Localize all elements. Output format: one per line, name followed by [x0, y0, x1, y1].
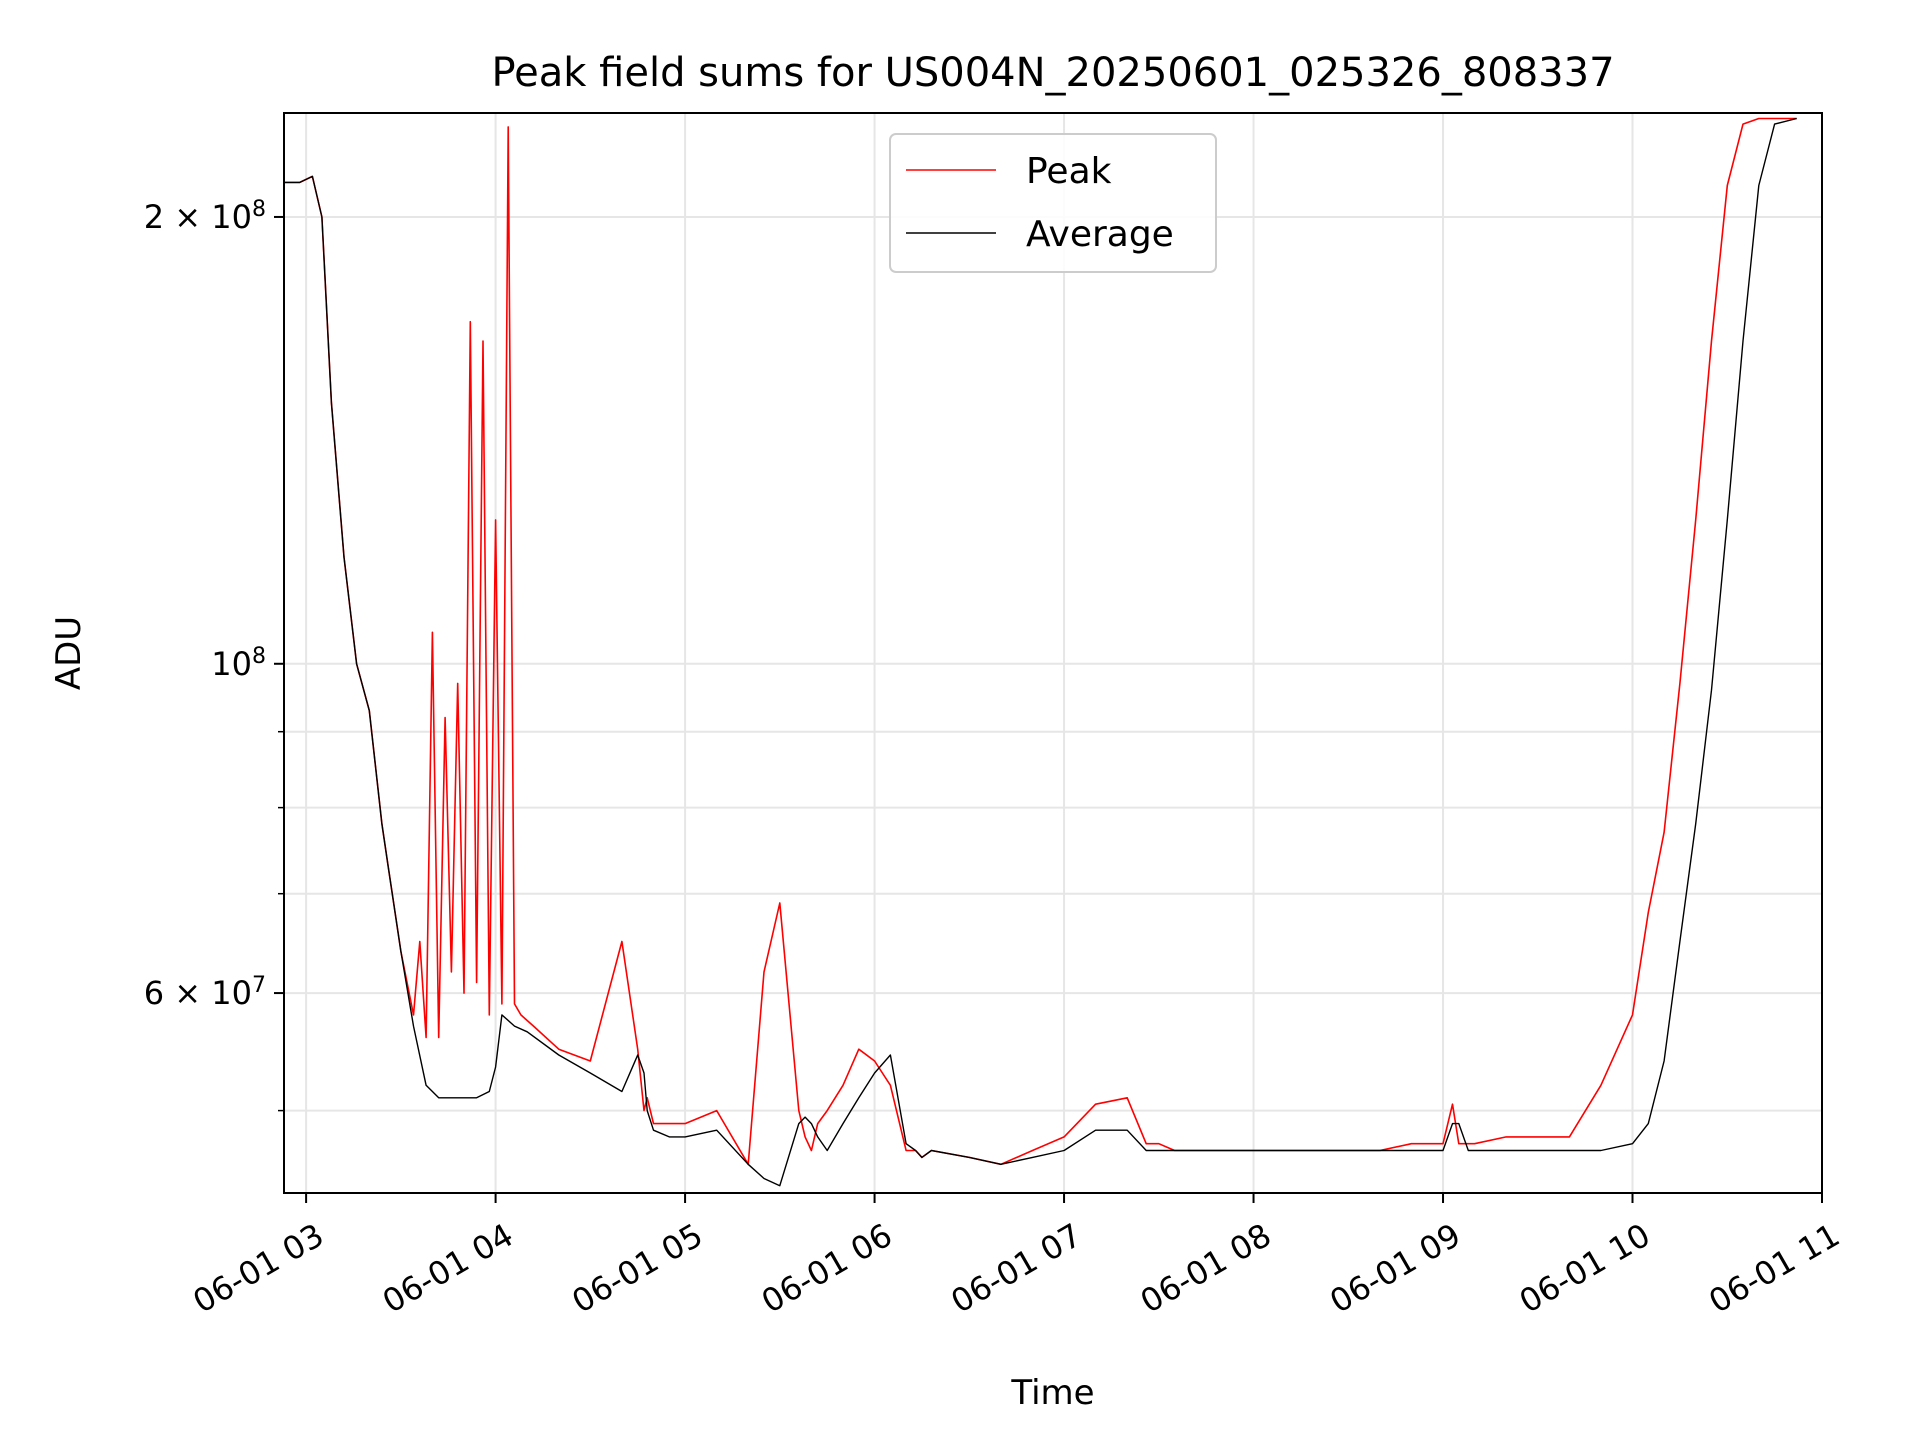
series-line-average [284, 117, 1797, 1187]
y-axis-ticks: 6 × 107 108 2 × 108 [144, 196, 284, 1112]
x-axis-label: Time [1010, 1373, 1094, 1413]
legend-average-label: Average [1026, 214, 1174, 255]
legend-box [889, 133, 1217, 273]
chart-title: Peak field sums for US004N_20250601_0253… [491, 50, 1614, 96]
series-line-peak [284, 117, 1797, 1166]
y-tick-label: 2 × 108 [144, 196, 266, 236]
plot-series [284, 117, 1797, 1187]
y-tick-label: 108 [211, 643, 266, 683]
legend: Peak Average [889, 133, 1217, 273]
legend-peak-label: Peak [1026, 151, 1112, 192]
y-axis-label: ADU [49, 616, 89, 690]
plot-frame [283, 112, 1823, 1194]
y-tick-label: 6 × 107 [144, 973, 266, 1013]
